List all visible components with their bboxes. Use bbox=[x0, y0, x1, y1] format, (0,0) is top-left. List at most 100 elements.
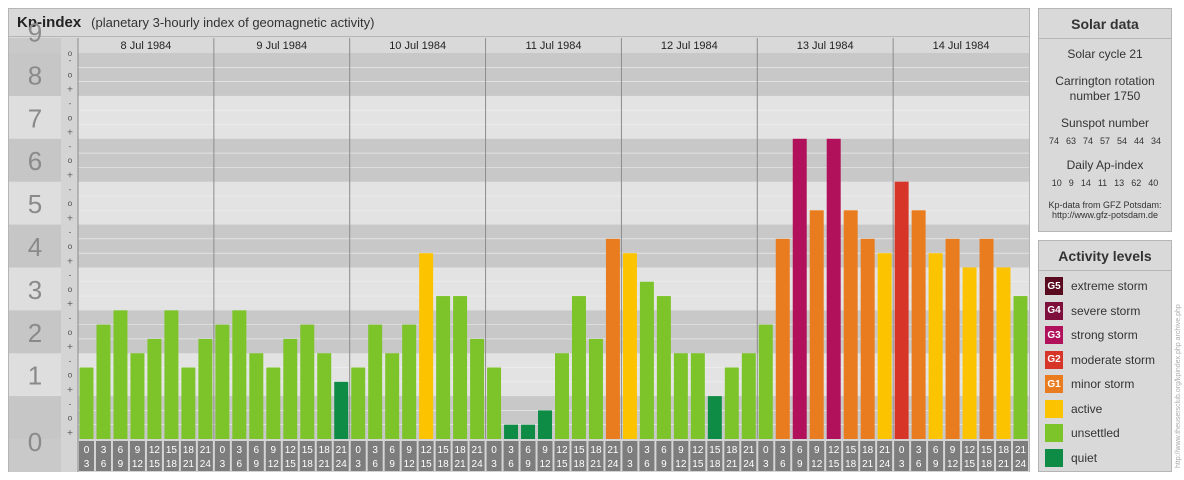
hour-box bbox=[979, 441, 995, 471]
kp-bar-d2-h7 bbox=[317, 353, 332, 439]
hour-end-label: 6 bbox=[916, 459, 922, 470]
hour-box bbox=[401, 441, 417, 471]
minor-tick-label: + bbox=[67, 85, 74, 94]
hour-start-label: 12 bbox=[556, 445, 568, 456]
sunspot-value-7: 34 bbox=[1151, 136, 1162, 146]
carrington-rotation: Carrington rotation number 1750 bbox=[1055, 74, 1155, 103]
minor-tick-label: - bbox=[69, 356, 72, 365]
minor-tick-label: - bbox=[69, 313, 72, 322]
hour-box bbox=[265, 441, 281, 471]
minor-tick-label: o bbox=[68, 285, 73, 294]
sunspot-values: 74 63 74 57 54 44 34 bbox=[1039, 136, 1171, 146]
hour-start-label: 6 bbox=[389, 445, 395, 456]
hour-box bbox=[435, 441, 451, 471]
y-tick-label-6: 6 bbox=[28, 146, 42, 176]
day-label-2: 9 Jul 1984 bbox=[256, 40, 307, 52]
minor-tick-label: + bbox=[67, 256, 74, 265]
hour-start-label: 21 bbox=[607, 445, 619, 456]
hour-end-label: 6 bbox=[780, 459, 786, 470]
kp-band bbox=[78, 53, 1029, 96]
kp-bar-d1-h1 bbox=[79, 367, 94, 439]
kp-label-band bbox=[9, 396, 61, 439]
hour-end-label: 21 bbox=[183, 459, 195, 470]
legend-swatch bbox=[1045, 399, 1063, 418]
hour-end-label: 15 bbox=[149, 459, 161, 470]
legend-swatch: G3 bbox=[1045, 326, 1063, 345]
chart-title: Kp-index bbox=[17, 14, 82, 31]
hour-end-label: 6 bbox=[508, 459, 514, 470]
legend-swatch: G2 bbox=[1045, 350, 1063, 369]
hour-box bbox=[826, 441, 842, 471]
credit-link[interactable]: http://www.gfz-potsdam.de bbox=[1051, 210, 1159, 220]
legend-label: quiet bbox=[1071, 450, 1098, 465]
kp-bar-d4-h6 bbox=[571, 296, 586, 439]
hour-start-label: 12 bbox=[421, 445, 433, 456]
legend-swatch bbox=[1045, 424, 1063, 443]
hour-start-label: 15 bbox=[845, 445, 857, 456]
sunspot-title: Sunspot number bbox=[1060, 116, 1150, 130]
legend-swatch: G4 bbox=[1045, 301, 1063, 320]
hour-end-label: 12 bbox=[947, 459, 959, 470]
y-tick-label-5: 5 bbox=[28, 189, 42, 219]
kp-bar-d1-h5 bbox=[147, 338, 162, 439]
hour-box bbox=[469, 441, 485, 471]
legend-swatch: G1 bbox=[1045, 375, 1063, 394]
minor-tick-label: - bbox=[69, 228, 72, 237]
minor-tick-label: o bbox=[68, 49, 73, 58]
kp-bar-d4-h8 bbox=[605, 238, 620, 439]
hour-end-label: 24 bbox=[200, 459, 212, 470]
hour-start-label: 15 bbox=[302, 445, 314, 456]
hour-start-label: 6 bbox=[797, 445, 803, 456]
kp-bar-d7-h5 bbox=[962, 267, 977, 439]
hour-box bbox=[605, 441, 621, 471]
hour-end-label: 18 bbox=[709, 459, 721, 470]
hour-end-label: 3 bbox=[84, 459, 90, 470]
minor-tick-label: - bbox=[69, 56, 72, 65]
hour-box bbox=[367, 441, 383, 471]
hour-start-label: 0 bbox=[84, 445, 90, 456]
hour-start-label: 15 bbox=[709, 445, 721, 456]
hour-end-label: 6 bbox=[101, 459, 107, 470]
y-tick-label-4: 4 bbox=[28, 232, 42, 262]
kp-band bbox=[78, 138, 1029, 182]
hour-box bbox=[673, 441, 689, 471]
kp-bar-d5-h3 bbox=[656, 296, 671, 439]
hour-end-label: 3 bbox=[627, 459, 633, 470]
hour-start-label: 9 bbox=[950, 445, 956, 456]
kp-bar-d3-h7 bbox=[453, 296, 468, 439]
minor-tick-label: o bbox=[68, 242, 73, 251]
legend-label: active bbox=[1071, 401, 1103, 416]
ap-value-6: 62 bbox=[1131, 178, 1142, 188]
hour-start-label: 3 bbox=[101, 445, 107, 456]
hour-box bbox=[282, 441, 298, 471]
kp-bar-d2-h5 bbox=[283, 338, 298, 439]
hour-box bbox=[894, 441, 910, 471]
minor-tick-label: + bbox=[67, 128, 74, 137]
sunspot-value-2: 63 bbox=[1065, 136, 1076, 146]
hour-end-label: 24 bbox=[607, 459, 619, 470]
day-label-7: 14 Jul 1984 bbox=[933, 40, 990, 52]
hour-start-label: 3 bbox=[916, 445, 922, 456]
hour-end-label: 9 bbox=[254, 459, 260, 470]
ap-value-7: 40 bbox=[1148, 178, 1159, 188]
hour-start-label: 6 bbox=[933, 445, 939, 456]
hour-box bbox=[571, 441, 587, 471]
minor-tick-label: - bbox=[69, 399, 72, 408]
hour-box bbox=[418, 441, 434, 471]
hour-box bbox=[384, 441, 400, 471]
hour-end-label: 9 bbox=[933, 459, 939, 470]
hour-start-label: 3 bbox=[644, 445, 650, 456]
legend-label: severe storm bbox=[1071, 303, 1141, 318]
kp-bar-d4-h3 bbox=[521, 424, 536, 439]
legend-item-moderate-storm: G2 moderate storm bbox=[1039, 348, 1171, 373]
hour-box bbox=[197, 441, 213, 471]
hour-end-label: 24 bbox=[336, 459, 348, 470]
hour-start-label: 9 bbox=[814, 445, 820, 456]
kp-bar-d7-h4 bbox=[945, 238, 960, 439]
legend-item-quiet: quiet bbox=[1039, 446, 1171, 471]
kp-band bbox=[78, 181, 1029, 225]
kp-bar-d5-h8 bbox=[741, 353, 756, 439]
legend-label: strong storm bbox=[1071, 328, 1138, 343]
hour-end-label: 18 bbox=[302, 459, 314, 470]
legend-item-strong-storm: G3 strong storm bbox=[1039, 323, 1171, 348]
